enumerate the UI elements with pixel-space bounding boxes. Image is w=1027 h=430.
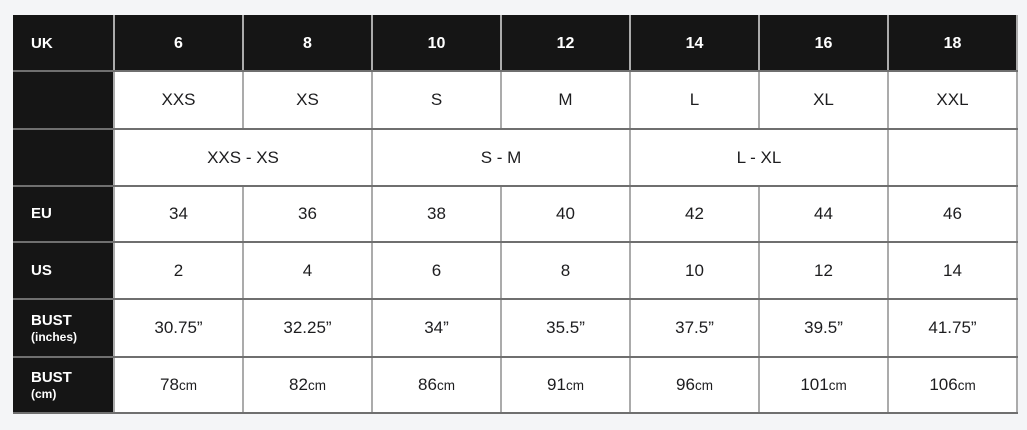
eu-size-row: EU 34 36 38 40 42 44 46 [13, 185, 1018, 243]
uk-size-cell: 6 [113, 15, 244, 72]
letter-size-cell: M [500, 70, 631, 130]
cm-unit: cm [957, 378, 976, 393]
letter-size-cell: XL [758, 70, 889, 130]
row-header-us: US [13, 241, 115, 300]
uk-size-cell: 14 [629, 15, 760, 72]
cm-unit: cm [436, 378, 455, 393]
us-size-cell: 12 [758, 241, 889, 300]
cm-unit: cm [565, 378, 584, 393]
bust-inches-cell: 34” [371, 298, 502, 358]
bust-cm-cell: 86cm [371, 356, 502, 414]
row-header-blank-2 [13, 128, 115, 187]
us-size-cell: 8 [500, 241, 631, 300]
us-size-cell: 6 [371, 241, 502, 300]
letter-size-cell: XS [242, 70, 373, 130]
bust-inches-cell: 41.75” [887, 298, 1018, 358]
bust-cm-cell: 91cm [500, 356, 631, 414]
row-header-bust-inches: BUST (inches) [13, 298, 115, 358]
row-header-blank-1 [13, 70, 115, 130]
size-range-cell-empty [887, 128, 1018, 187]
uk-size-cell: 12 [500, 15, 631, 72]
eu-size-cell: 38 [371, 185, 502, 243]
bust-cm-cell: 96cm [629, 356, 760, 414]
letter-size-cell: XXL [887, 70, 1018, 130]
size-range-cell: S - M [371, 128, 631, 187]
bust-cm-value: 91 [547, 375, 566, 394]
bust-cm-cell: 106cm [887, 356, 1018, 414]
cm-unit: cm [307, 378, 326, 393]
size-chart: UK 6 8 10 12 14 16 18 XXS XS S M L XL XX… [13, 15, 1018, 414]
size-range-cell: XXS - XS [113, 128, 373, 187]
bust-inches-cell: 37.5” [629, 298, 760, 358]
bust-cm-cell: 82cm [242, 356, 373, 414]
us-size-cell: 2 [113, 241, 244, 300]
cm-unit: cm [828, 378, 847, 393]
us-size-cell: 4 [242, 241, 373, 300]
bust-cm-cell: 78cm [113, 356, 244, 414]
letter-size-cell: L [629, 70, 760, 130]
letter-size-cell: XXS [113, 70, 244, 130]
letter-size-row: XXS XS S M L XL XXL [13, 70, 1018, 130]
bust-cm-value: 96 [676, 375, 695, 394]
eu-size-cell: 34 [113, 185, 244, 243]
bust-inches-cell: 30.75” [113, 298, 244, 358]
size-range-cell: L - XL [629, 128, 889, 187]
cm-unit: cm [694, 378, 713, 393]
bust-inches-cell: 32.25” [242, 298, 373, 358]
bust-cm-value: 101 [800, 375, 829, 394]
bust-label: BUST [31, 311, 72, 329]
eu-size-cell: 36 [242, 185, 373, 243]
uk-size-cell: 16 [758, 15, 889, 72]
uk-size-cell: 18 [887, 15, 1018, 72]
bust-cm-sublabel: (cm) [31, 386, 57, 401]
bust-inches-cell: 35.5” [500, 298, 631, 358]
bust-cm-cell: 101cm [758, 356, 889, 414]
bust-inches-row: BUST (inches) 30.75” 32.25” 34” 35.5” 37… [13, 298, 1018, 358]
uk-size-row: UK 6 8 10 12 14 16 18 [13, 15, 1018, 72]
letter-size-cell: S [371, 70, 502, 130]
bust-label: BUST [31, 368, 72, 386]
eu-size-cell: 46 [887, 185, 1018, 243]
eu-size-cell: 40 [500, 185, 631, 243]
row-header-bust-cm: BUST (cm) [13, 356, 115, 414]
bust-cm-value: 86 [418, 375, 437, 394]
bust-inches-sublabel: (inches) [31, 329, 78, 344]
bust-inches-cell: 39.5” [758, 298, 889, 358]
size-range-row: XXS - XS S - M L - XL [13, 128, 1018, 187]
eu-size-cell: 44 [758, 185, 889, 243]
uk-size-cell: 8 [242, 15, 373, 72]
uk-size-cell: 10 [371, 15, 502, 72]
cm-unit: cm [178, 378, 197, 393]
bust-cm-row: BUST (cm) 78cm 82cm 86cm 91cm 96cm 101cm… [13, 356, 1018, 414]
us-size-cell: 14 [887, 241, 1018, 300]
us-size-row: US 2 4 6 8 10 12 14 [13, 241, 1018, 300]
bust-cm-value: 106 [929, 375, 958, 394]
bust-cm-value: 78 [160, 375, 179, 394]
row-header-uk: UK [13, 15, 115, 72]
us-size-cell: 10 [629, 241, 760, 300]
eu-size-cell: 42 [629, 185, 760, 243]
size-chart-table: UK 6 8 10 12 14 16 18 XXS XS S M L XL XX… [13, 15, 1018, 414]
row-header-eu: EU [13, 185, 115, 243]
bust-cm-value: 82 [289, 375, 308, 394]
